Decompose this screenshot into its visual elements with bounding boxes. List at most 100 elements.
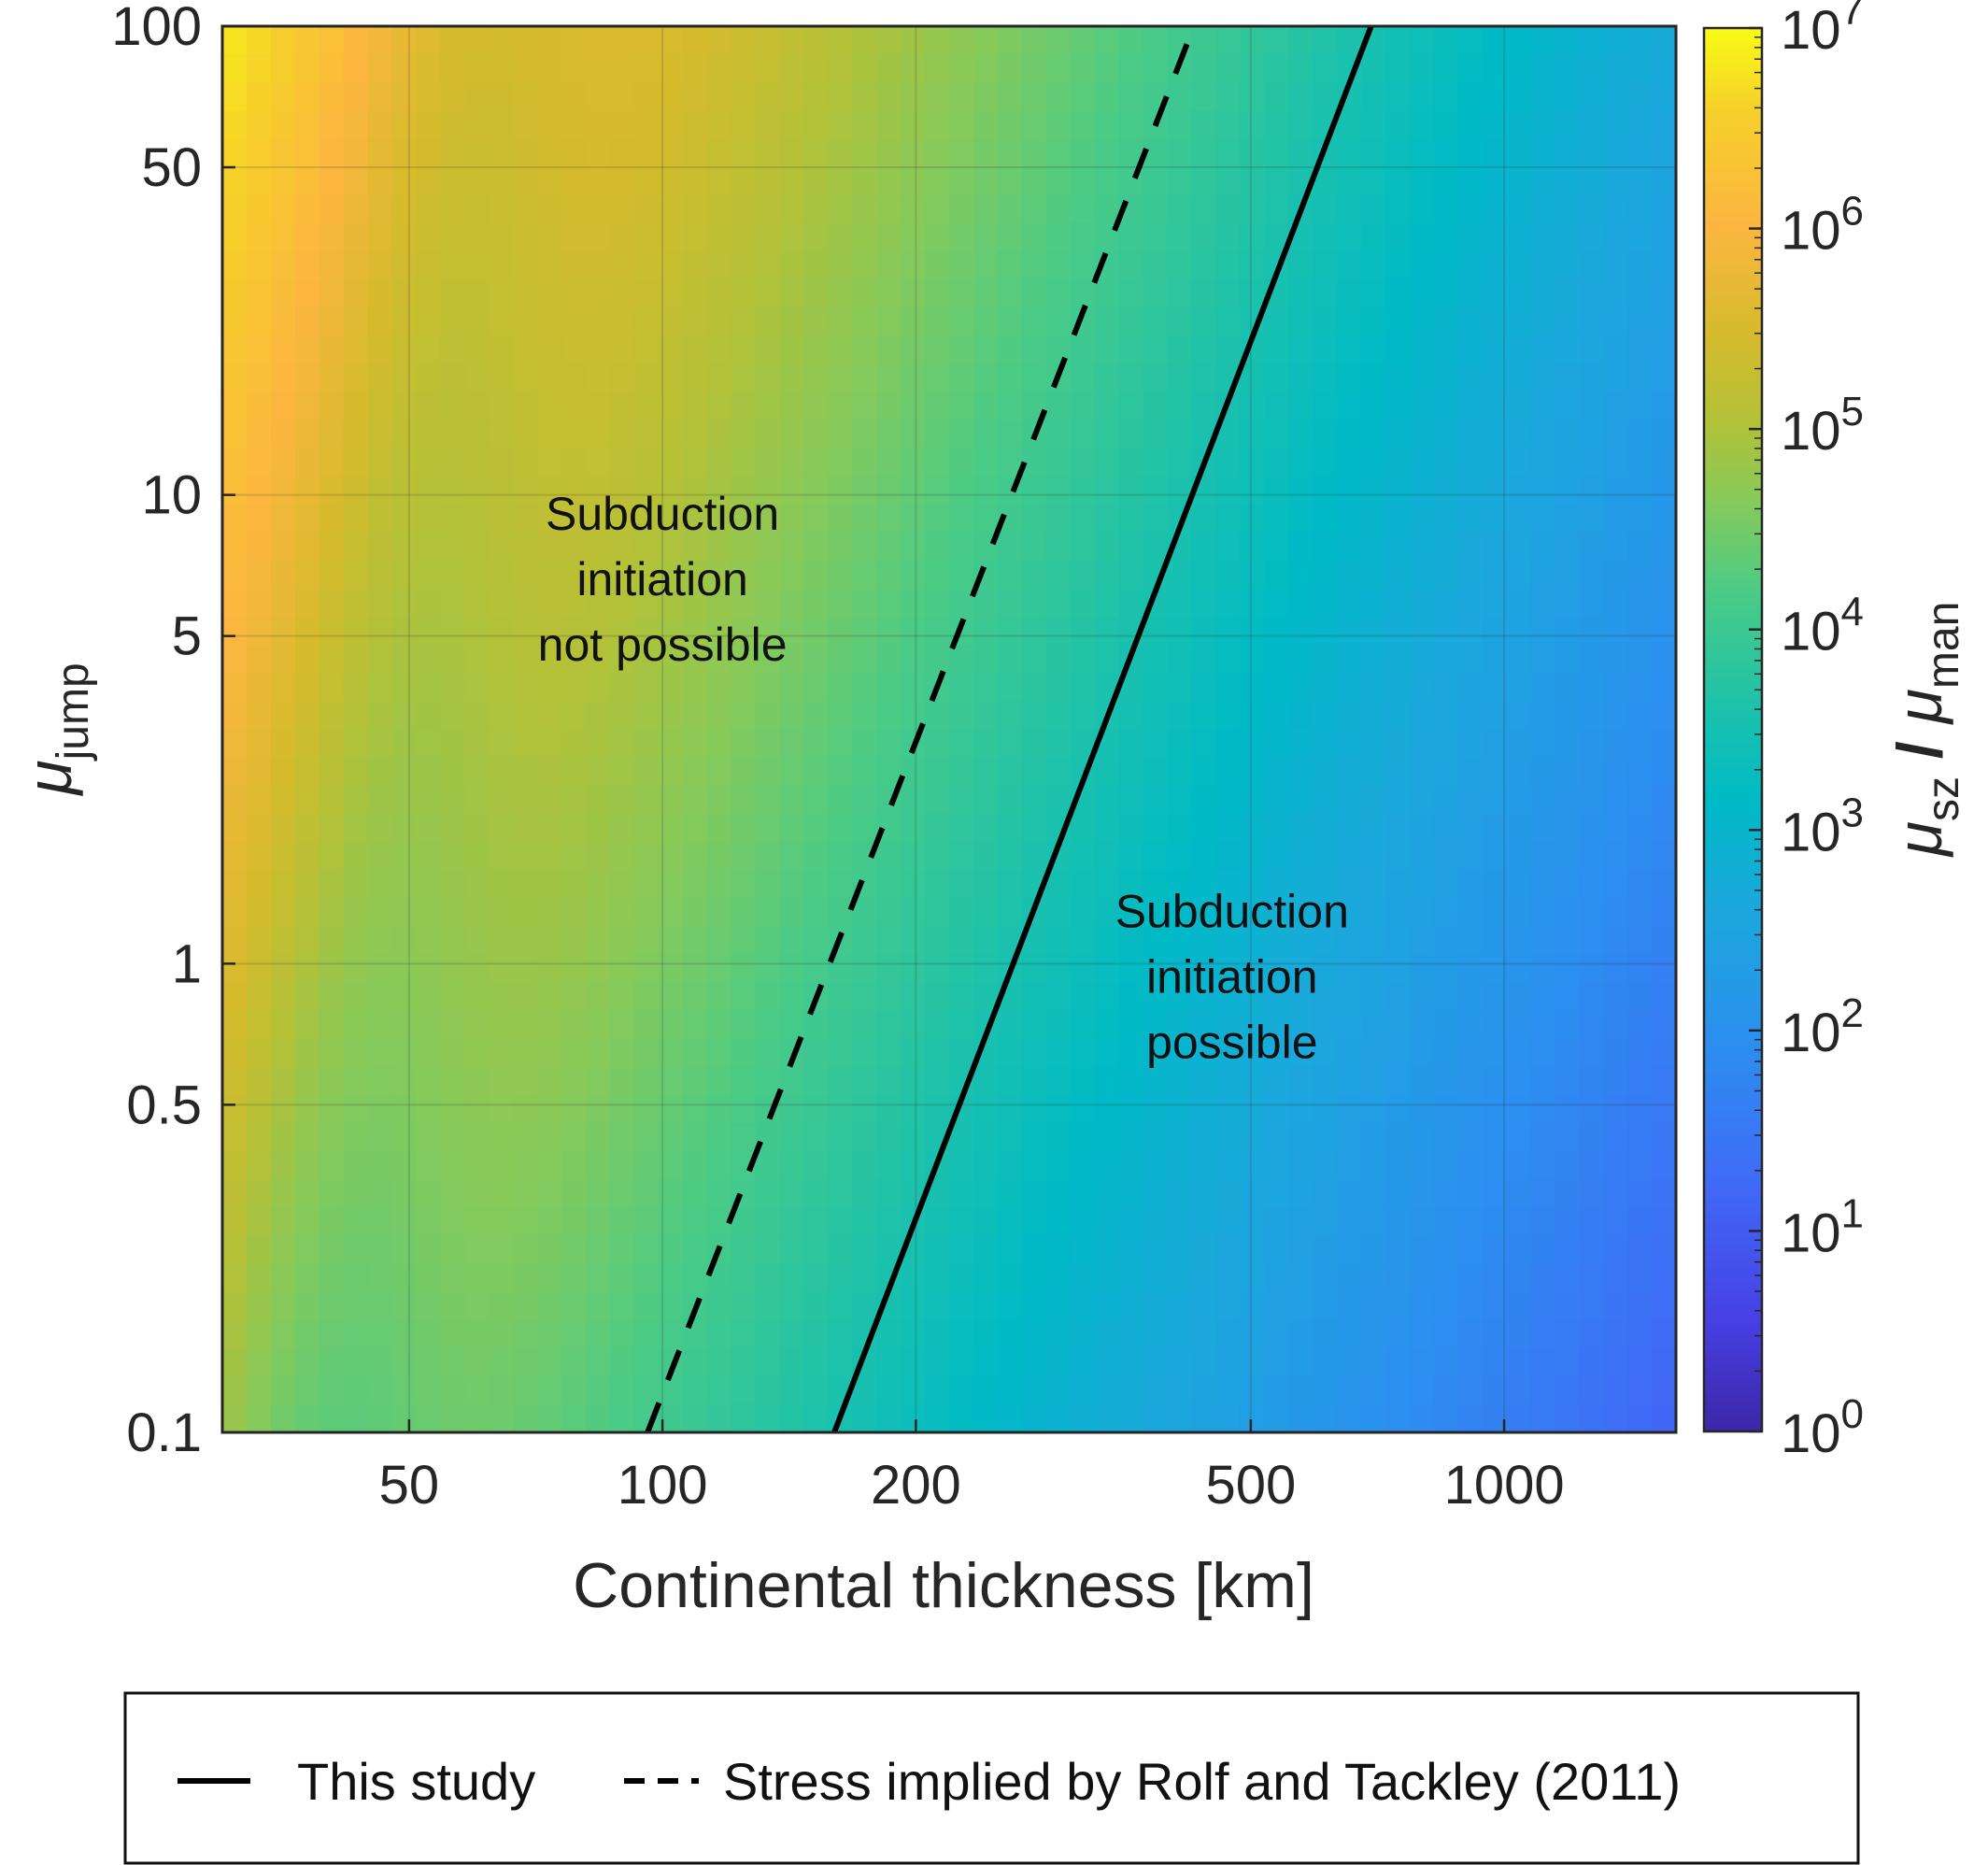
heatmap-cell xyxy=(343,1347,369,1377)
heatmap-cell xyxy=(464,110,490,140)
heatmap-cell xyxy=(1409,1263,1435,1293)
heatmap-cell xyxy=(1070,448,1096,477)
heatmap-cell xyxy=(1384,813,1411,843)
heatmap-cell xyxy=(489,110,514,140)
heatmap-cell xyxy=(1167,785,1193,815)
heatmap-cell xyxy=(901,448,926,477)
heatmap-cell xyxy=(1313,54,1338,83)
heatmap-cell xyxy=(1070,560,1096,590)
heatmap-cell xyxy=(609,757,635,787)
heatmap-cell xyxy=(1482,250,1508,280)
heatmap-cell xyxy=(973,757,999,787)
heatmap-cell xyxy=(755,26,781,55)
heatmap-cell xyxy=(391,504,418,534)
heatmap-cell xyxy=(1143,54,1169,83)
heatmap-cell xyxy=(416,898,442,927)
heatmap-cell xyxy=(1021,617,1047,646)
heatmap-cell xyxy=(973,1235,999,1265)
heatmap-cell xyxy=(1336,729,1362,759)
heatmap-cell xyxy=(222,420,248,449)
heatmap-cell xyxy=(1603,1151,1628,1180)
heatmap-cell xyxy=(1409,841,1435,871)
heatmap-cell xyxy=(609,1038,635,1068)
heatmap-cell xyxy=(876,1010,902,1040)
heatmap-cell xyxy=(876,448,902,477)
heatmap-cell xyxy=(803,1151,830,1180)
heatmap-cell xyxy=(367,1038,393,1068)
heatmap-cell xyxy=(609,335,635,364)
heatmap-cell xyxy=(222,701,248,731)
heatmap-cell xyxy=(949,504,974,534)
heatmap-cell xyxy=(706,982,732,1012)
colorbar-label: μsz / μman xyxy=(1884,602,1968,859)
heatmap-cell xyxy=(1603,1347,1628,1377)
heatmap-cell xyxy=(294,222,320,252)
heatmap-cell xyxy=(1555,138,1581,168)
heatmap-cell xyxy=(1288,1122,1314,1152)
heatmap-cell xyxy=(416,335,442,364)
heatmap-cell xyxy=(1457,363,1484,393)
heatmap-cell xyxy=(1506,392,1532,421)
heatmap-cell xyxy=(1240,617,1265,646)
heatmap-cell xyxy=(1215,307,1241,336)
heatmap-cell xyxy=(537,476,562,505)
heatmap-cell xyxy=(1240,1291,1265,1321)
heatmap-cell xyxy=(633,560,660,590)
heatmap-cell xyxy=(1118,1179,1144,1208)
heatmap-cell xyxy=(1555,589,1581,618)
heatmap-cell xyxy=(537,1038,562,1068)
heatmap-cell xyxy=(997,335,1023,364)
heatmap-cell xyxy=(658,194,684,224)
heatmap-cell xyxy=(1191,110,1217,140)
heatmap-cell xyxy=(1360,307,1386,336)
heatmap-cell xyxy=(1021,1151,1047,1180)
heatmap-cell xyxy=(1143,250,1169,280)
y-tick-label: 0.1 xyxy=(126,1402,202,1463)
heatmap-cell xyxy=(1603,392,1628,421)
heatmap-cell xyxy=(1240,278,1265,308)
heatmap-cell xyxy=(367,420,393,449)
heatmap-cell xyxy=(586,194,611,224)
heatmap-cell xyxy=(561,1179,587,1208)
heatmap-cell xyxy=(1021,1319,1047,1349)
heatmap-cell xyxy=(440,26,466,55)
heatmap-cell xyxy=(1506,54,1532,83)
heatmap-cell xyxy=(464,589,490,618)
heatmap-cell xyxy=(633,363,660,393)
heatmap-cell xyxy=(973,841,999,871)
heatmap-cell xyxy=(633,26,660,55)
heatmap-cell xyxy=(294,1094,320,1124)
heatmap-cell xyxy=(1457,926,1484,956)
heatmap-cell xyxy=(1482,1263,1508,1293)
heatmap-cell xyxy=(658,250,684,280)
colorbar-frame xyxy=(1702,26,1764,1433)
heatmap-cell xyxy=(416,617,442,646)
heatmap-cell xyxy=(1652,1179,1676,1208)
heatmap-cell xyxy=(1143,954,1169,984)
heatmap-cell xyxy=(343,926,369,956)
heatmap-cell xyxy=(1603,1010,1628,1040)
heatmap-cell xyxy=(1579,476,1604,505)
heatmap-cell xyxy=(1313,1151,1338,1180)
heatmap-cell xyxy=(416,194,442,224)
heatmap-cell xyxy=(1457,1403,1484,1432)
heatmap-cell xyxy=(246,617,272,646)
heatmap-cell xyxy=(1457,841,1484,871)
heatmap-cell xyxy=(513,1038,538,1068)
heatmap-cell xyxy=(1288,250,1314,280)
heatmap-cell xyxy=(1070,1291,1096,1321)
heatmap-cell xyxy=(537,363,562,393)
heatmap-cell xyxy=(731,476,757,505)
heatmap-cell xyxy=(513,560,538,590)
heatmap-cell xyxy=(246,194,272,224)
heatmap-cell xyxy=(706,392,732,421)
heatmap-cell xyxy=(1021,1122,1047,1152)
heatmap-cell xyxy=(1603,1375,1628,1405)
heatmap-cell xyxy=(1094,1263,1120,1293)
heatmap-cell xyxy=(1433,26,1459,55)
heatmap-cell xyxy=(852,250,877,280)
heatmap-cell xyxy=(1336,673,1362,703)
heatmap-cell xyxy=(731,82,757,112)
heatmap-cell xyxy=(246,701,272,731)
heatmap-cell xyxy=(1118,1010,1144,1040)
